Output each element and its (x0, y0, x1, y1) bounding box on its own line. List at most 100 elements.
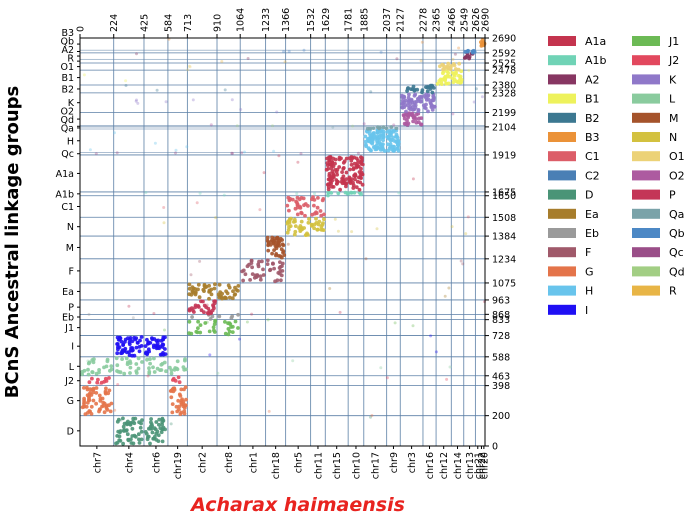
noise-point-J2 (146, 374, 150, 378)
data-point-B2 (409, 87, 413, 91)
data-point-J1 (227, 329, 232, 334)
data-point-C1 (293, 206, 298, 211)
data-point-I (119, 339, 124, 344)
noise-point-L (448, 365, 452, 369)
noise-point-J1 (245, 320, 249, 324)
data-point-M (270, 251, 274, 256)
data-point-G (107, 388, 112, 393)
data-point-G (178, 412, 183, 416)
noise-point-R (283, 60, 287, 64)
noise-point-H (88, 148, 92, 152)
data-point-B1 (435, 82, 440, 86)
data-point-F (265, 262, 270, 266)
data-point-D (156, 433, 161, 438)
data-point-M (282, 253, 287, 257)
data-point-A1a (326, 166, 331, 171)
data-point-L (169, 368, 174, 373)
y-right-tick-label: 833 (492, 315, 510, 326)
y-right-tick-label: 1508 (492, 213, 516, 224)
legend-swatch-B3 (548, 132, 576, 142)
data-point-F (241, 278, 246, 283)
data-point-Ea (190, 285, 195, 289)
noise-point-I (434, 350, 438, 354)
noise-point-B3 (420, 40, 424, 44)
data-point-D (154, 420, 159, 424)
noise-point-P (205, 303, 209, 307)
noise-point-D (119, 418, 123, 422)
y-right-tick-label: 1650 (492, 191, 516, 202)
data-point-D (148, 441, 152, 446)
noise-point-O1 (187, 64, 191, 68)
data-point-I (160, 342, 165, 347)
data-point-C1 (303, 213, 307, 218)
data-point-G (179, 402, 184, 407)
x-top-tick-label: 2127 (396, 8, 407, 32)
data-point-A1a (344, 170, 349, 175)
data-point-J1 (230, 324, 235, 329)
data-point-J2 (171, 376, 176, 381)
data-point-O1 (446, 61, 451, 66)
data-point-K (406, 95, 411, 100)
data-point-B1 (451, 80, 456, 85)
data-point-J1 (226, 332, 231, 337)
data-point-N (306, 220, 311, 225)
noise-point-Qc (94, 152, 98, 156)
data-point-A1a (350, 156, 355, 161)
data-point-I (155, 343, 160, 348)
data-point-A1a (344, 184, 348, 189)
legend-label-C2: C2 (585, 169, 600, 182)
x-chromosome-label: chr10 (351, 452, 362, 479)
data-point-Qa (368, 126, 372, 131)
data-point-N (314, 221, 319, 225)
noise-point-R (419, 59, 423, 63)
noise-point-K (164, 100, 168, 104)
noise-point-J2 (445, 377, 449, 381)
data-point-L (90, 370, 95, 374)
y-right-tick-label: 2199 (492, 108, 516, 119)
data-point-F (272, 266, 276, 271)
data-point-K (426, 94, 430, 98)
y-right-tick-label: 868 (492, 310, 510, 321)
data-point-B2 (430, 90, 435, 95)
data-point-H (395, 134, 399, 139)
data-point-I (139, 344, 144, 348)
y-group-label: Qd (60, 115, 74, 126)
data-point-G (178, 394, 183, 398)
data-point-F (243, 272, 248, 277)
noise-point-K (230, 98, 234, 102)
y-right-tick-label: 1675 (492, 187, 516, 198)
y-group-label: F (69, 266, 74, 277)
y-group-label: L (69, 362, 75, 373)
data-point-F (258, 274, 263, 279)
x-top-tick-label: 2037 (382, 8, 393, 32)
data-point-P (192, 310, 196, 314)
data-point-C1 (306, 204, 310, 208)
data-point-B3 (479, 44, 484, 48)
data-point-A1a (335, 172, 339, 177)
x-top-tick-label: 2626 (471, 8, 482, 32)
noise-point-N (333, 217, 337, 221)
noise-point-A2 (135, 52, 138, 56)
data-point-J1 (203, 321, 208, 325)
noise-point-L (216, 371, 220, 375)
noise-point-J2 (98, 382, 102, 386)
data-point-I (115, 342, 119, 346)
data-point-I (137, 349, 142, 354)
data-point-J1 (198, 330, 203, 335)
data-point-N (292, 232, 297, 237)
data-point-G (170, 402, 175, 406)
data-point-L (92, 357, 96, 362)
data-point-M (281, 243, 286, 248)
data-point-A1a (349, 177, 354, 182)
data-point-H (395, 146, 400, 151)
data-point-N (315, 227, 320, 232)
y-right-tick-label: 2380 (492, 81, 516, 92)
data-point-L (120, 357, 124, 361)
data-point-L (86, 367, 90, 372)
data-point-Ea (236, 284, 241, 288)
noise-point-R (451, 57, 455, 61)
data-point-I (161, 351, 165, 355)
x-chromosome-label: chr13 (465, 452, 476, 479)
data-point-A1a (344, 177, 349, 182)
legend-swatch-Eb (548, 228, 576, 238)
